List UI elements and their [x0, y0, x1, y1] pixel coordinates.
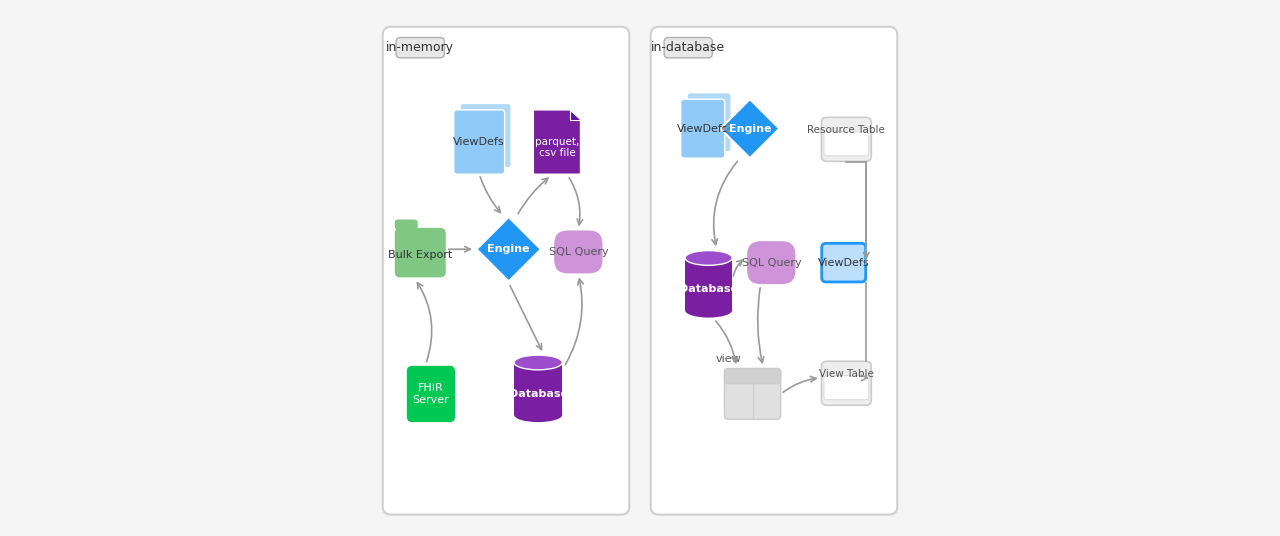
Bar: [515, 362, 562, 415]
Text: Database: Database: [680, 285, 739, 294]
Text: ViewDefs: ViewDefs: [677, 124, 728, 133]
Ellipse shape: [515, 407, 562, 422]
Text: FHIR
Server: FHIR Server: [412, 383, 449, 405]
Text: in-database: in-database: [652, 41, 726, 54]
Text: View Table: View Table: [819, 369, 874, 378]
FancyBboxPatch shape: [394, 228, 445, 278]
Ellipse shape: [685, 251, 732, 265]
Ellipse shape: [515, 355, 562, 370]
Text: Engine: Engine: [728, 124, 771, 133]
Text: ViewDefs: ViewDefs: [818, 258, 869, 267]
Bar: [685, 258, 732, 310]
Polygon shape: [534, 110, 581, 174]
Text: Engine: Engine: [488, 244, 530, 254]
FancyBboxPatch shape: [453, 110, 504, 174]
FancyBboxPatch shape: [664, 38, 713, 58]
FancyBboxPatch shape: [681, 99, 724, 158]
Ellipse shape: [685, 303, 732, 317]
FancyBboxPatch shape: [407, 366, 456, 422]
Polygon shape: [721, 99, 780, 158]
Polygon shape: [476, 217, 541, 281]
FancyBboxPatch shape: [822, 361, 872, 405]
Text: SQL Query: SQL Query: [741, 258, 801, 267]
Text: view: view: [716, 354, 741, 364]
FancyBboxPatch shape: [650, 27, 897, 515]
FancyBboxPatch shape: [822, 117, 872, 161]
FancyBboxPatch shape: [822, 243, 865, 282]
FancyBboxPatch shape: [724, 369, 781, 384]
FancyBboxPatch shape: [824, 132, 869, 156]
Text: parquet,
csv file: parquet, csv file: [535, 137, 579, 158]
FancyBboxPatch shape: [394, 220, 417, 229]
FancyBboxPatch shape: [824, 376, 869, 400]
Text: ViewDefs: ViewDefs: [453, 137, 506, 147]
FancyBboxPatch shape: [554, 230, 603, 273]
Text: Bulk Export: Bulk Export: [388, 250, 452, 259]
FancyBboxPatch shape: [383, 27, 630, 515]
Polygon shape: [570, 110, 581, 120]
FancyBboxPatch shape: [724, 369, 781, 419]
FancyBboxPatch shape: [687, 93, 731, 152]
Text: in-memory: in-memory: [387, 41, 454, 54]
FancyBboxPatch shape: [748, 241, 795, 284]
Text: SQL Query: SQL Query: [549, 247, 608, 257]
FancyBboxPatch shape: [461, 103, 511, 168]
Text: Database: Database: [508, 389, 567, 399]
Text: Resource Table: Resource Table: [808, 125, 886, 135]
FancyBboxPatch shape: [396, 38, 444, 58]
